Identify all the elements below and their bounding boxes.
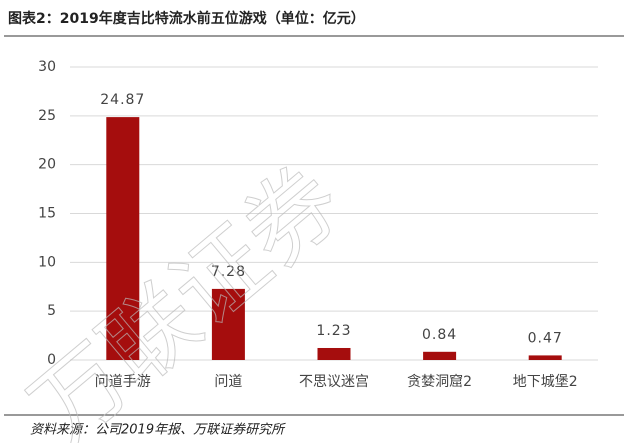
x-tick-label: 问道	[214, 374, 242, 390]
value-label: 0.84	[422, 327, 457, 343]
y-tick-label: 0	[47, 352, 56, 368]
bar	[528, 355, 562, 360]
y-tick-label: 15	[38, 206, 56, 222]
source-note: 资料来源：公司2019年报、万联证券研究所	[30, 422, 286, 438]
watermark: 万联证券	[11, 146, 362, 443]
y-tick-label: 25	[38, 108, 56, 124]
x-tick-label: 问道手游	[95, 374, 151, 390]
y-tick-label: 5	[47, 303, 56, 319]
chart-title: 图表2：2019年度吉比特流水前五位游戏（单位：亿元）	[8, 10, 365, 27]
y-tick-label: 10	[38, 254, 56, 270]
value-label: 24.87	[100, 92, 145, 108]
x-tick-label: 贪婪洞窟2	[407, 373, 472, 390]
y-tick-label: 20	[38, 157, 56, 173]
value-label: 7.28	[211, 264, 246, 280]
value-label: 0.47	[528, 330, 563, 346]
x-tick-label: 地下城堡2	[513, 374, 578, 390]
bar	[211, 288, 245, 360]
x-tick-label: 不思议迷宫	[299, 374, 369, 390]
bar	[106, 117, 140, 360]
bar	[423, 351, 457, 360]
bar	[317, 347, 351, 360]
value-label: 1.23	[316, 323, 351, 339]
y-tick-label: 30	[38, 59, 56, 75]
